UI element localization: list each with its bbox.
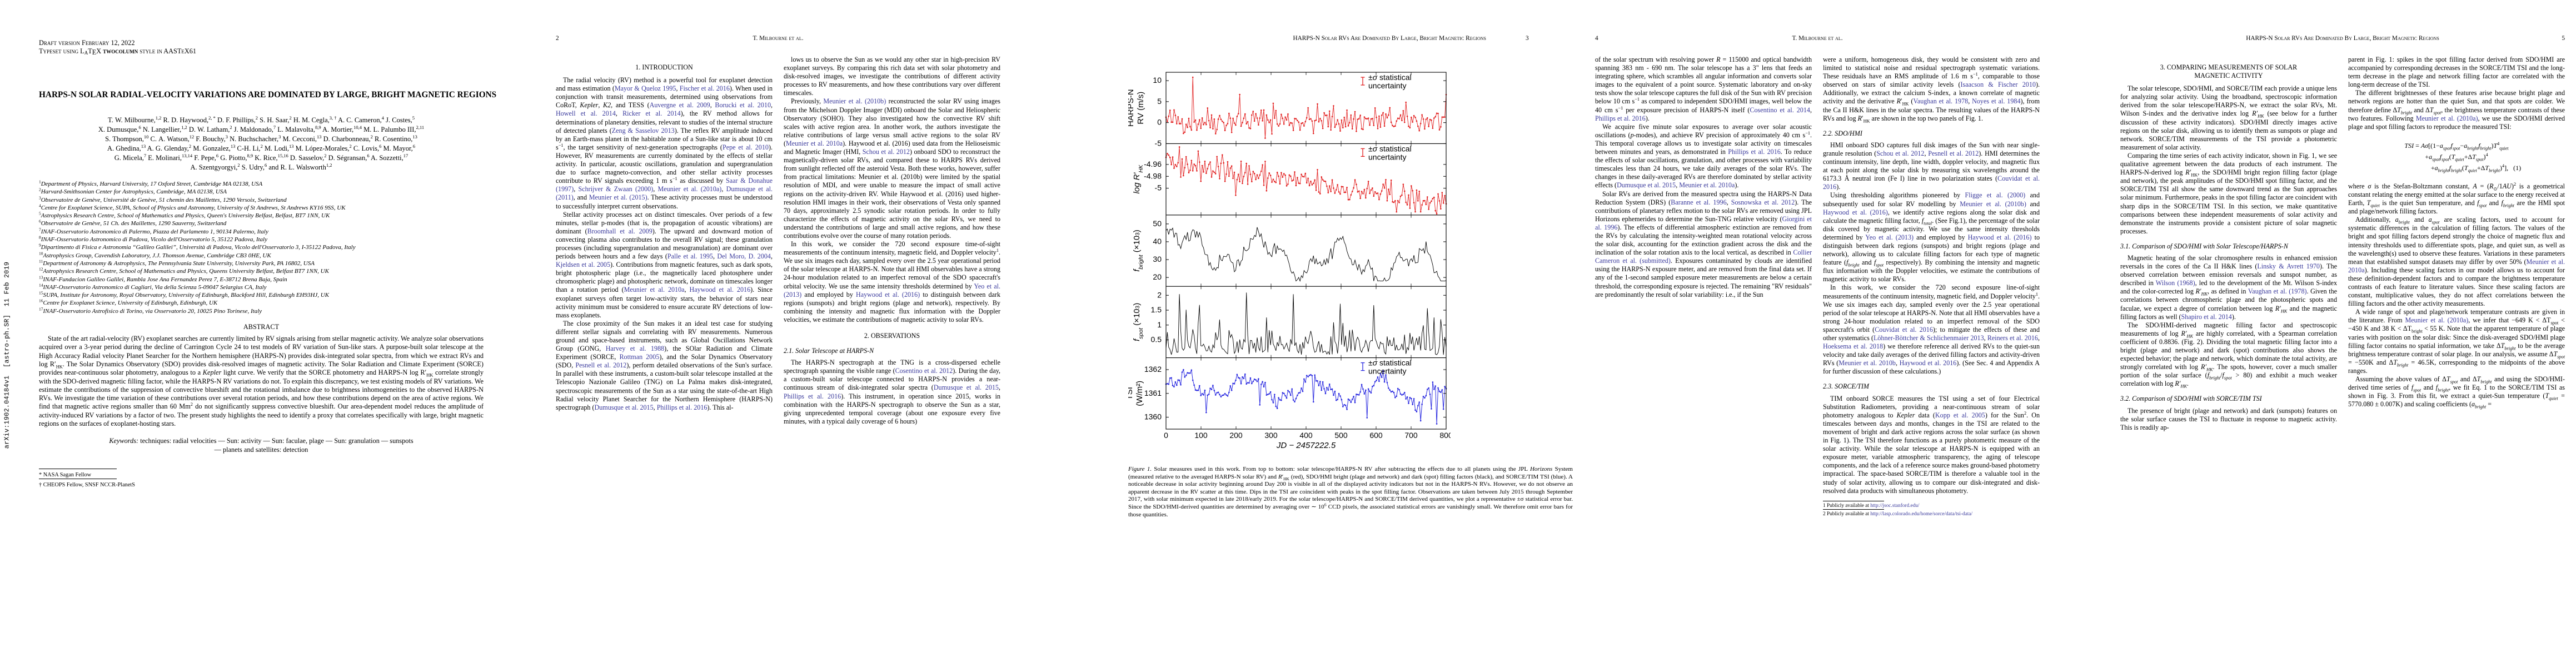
svg-text:-5: -5 — [1155, 183, 1162, 192]
svg-text:uncertainty: uncertainty — [1368, 81, 1406, 90]
svg-text:400: 400 — [1299, 431, 1313, 440]
svg-text:JD − 2457222.5: JD − 2457222.5 — [1276, 441, 1336, 450]
svg-text:uncertainty: uncertainty — [1368, 367, 1406, 376]
svg-text:2: 2 — [1157, 290, 1162, 299]
svg-text:±σ statistical: ±σ statistical — [1368, 73, 1412, 82]
svg-text:1: 1 — [1157, 320, 1162, 329]
svg-text:1.5: 1.5 — [1151, 305, 1162, 314]
svg-text:TSI: TSI — [1128, 387, 1134, 400]
svg-text:100: 100 — [1194, 431, 1208, 440]
svg-text:(W/m²): (W/m²) — [1135, 381, 1144, 406]
svg-text:1360: 1360 — [1144, 412, 1162, 421]
svg-text:1361: 1361 — [1144, 389, 1162, 397]
svg-text:5: 5 — [1157, 97, 1162, 106]
svg-text:1362: 1362 — [1144, 365, 1162, 374]
svg-text:500: 500 — [1334, 431, 1348, 440]
svg-text:300: 300 — [1264, 431, 1278, 440]
svg-text:0.5: 0.5 — [1151, 335, 1162, 344]
svg-text:20: 20 — [1153, 272, 1162, 281]
svg-text:10: 10 — [1153, 76, 1162, 84]
svg-text:±σ statistical: ±σ statistical — [1368, 359, 1412, 367]
svg-text:-4.96: -4.96 — [1144, 160, 1162, 168]
svg-text:40: 40 — [1153, 237, 1162, 246]
svg-text:0: 0 — [1164, 431, 1168, 440]
svg-text:0: 0 — [1157, 118, 1162, 127]
svg-text:800: 800 — [1439, 431, 1451, 440]
svg-text:600: 600 — [1369, 431, 1383, 440]
svg-text:200: 200 — [1229, 431, 1243, 440]
svg-text:-4.98: -4.98 — [1144, 171, 1162, 180]
svg-text:uncertainty: uncertainty — [1368, 152, 1406, 161]
svg-text:50: 50 — [1153, 219, 1162, 228]
svg-text:HARPS-N: HARPS-N — [1128, 89, 1135, 127]
svg-text:RV (m/s): RV (m/s) — [1136, 92, 1145, 125]
svg-text:30: 30 — [1153, 255, 1162, 263]
svg-text:±σ statistical: ±σ statistical — [1368, 144, 1412, 153]
svg-text:700: 700 — [1404, 431, 1418, 440]
svg-text:-5: -5 — [1155, 138, 1162, 147]
